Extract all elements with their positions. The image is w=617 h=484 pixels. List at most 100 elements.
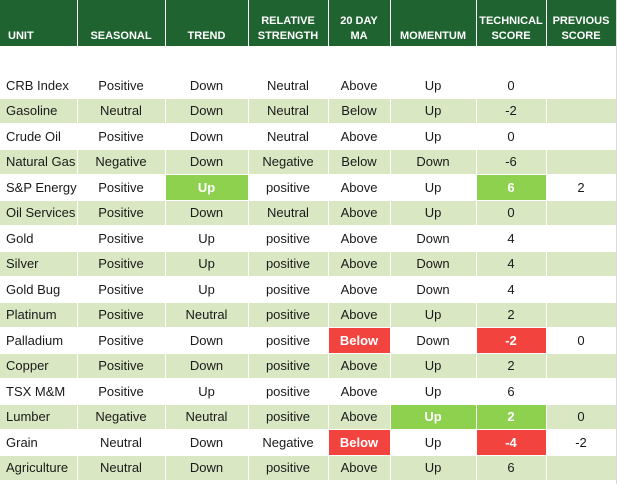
cell-momentum: Down [390,251,477,277]
cell-20-day-ma: Above [328,276,391,303]
header-spacer-row [0,46,616,73]
cell-20-day-ma: Above [328,123,391,150]
cell-20-day-ma: Above [328,455,391,481]
header-relative-strength-line2: STRENGTH [257,30,319,42]
table-row: Natural Gas Negative Down Negative Below Down… [0,149,617,175]
cell-technical-score: 4 [476,251,547,277]
cell-unit: Gold [0,225,78,252]
cell-20-day-ma: Above [328,251,391,277]
cell-relative-strength: positive [248,353,329,379]
cell-seasonal: Positive [77,327,166,354]
cell-unit: Lumber [0,404,78,430]
header-unit: UNIT [0,0,78,46]
cell-unit: Copper [0,353,78,379]
cell-trend: Down [165,429,249,456]
cell-technical-score: 2 [476,404,547,430]
table-row: TSX M&M Positive Up positive Above Up 6 [0,378,617,405]
header-trend: TREND [165,0,249,46]
cell-trend: Down [165,455,249,481]
cell-relative-strength: Neutral [248,73,329,99]
cell-seasonal: Positive [77,73,166,99]
table-row: Copper Positive Down positive Above Up 2 [0,353,617,379]
cell-trend: Up [165,276,249,303]
cell-relative-strength: positive [248,276,329,303]
cell-trend: Neutral [165,302,249,328]
cell-seasonal: Positive [77,353,166,379]
cell-unit: Natural Gas [0,149,78,175]
table-row: CRB Index Positive Down Neutral Above Up 0 [0,73,617,99]
table-row: Crude Oil Positive Down Neutral Above Up 0 [0,123,617,150]
cell-momentum: Up [390,429,477,456]
table-row: Silver Positive Up positive Above Down 4 [0,251,617,277]
cell-previous-score [546,200,617,226]
cell-seasonal: Positive [77,225,166,252]
cell-momentum: Up [390,200,477,226]
header-20-day-ma-line2: MA [350,30,368,42]
cell-trend: Down [165,149,249,175]
cell-relative-strength: positive [248,455,329,481]
table-row: Gold Bug Positive Up positive Above Down 4 [0,276,617,303]
cell-momentum: Up [390,302,477,328]
cell-20-day-ma: Below [328,98,391,124]
cell-unit: TSX M&M [0,378,78,405]
cell-trend: Neutral [165,404,249,430]
cell-previous-score [546,302,617,328]
cell-technical-score: -2 [476,327,547,354]
header-relative-strength-line1: RELATIVE [261,15,315,27]
cell-previous-score [546,123,617,150]
table-row: Lumber Negative Neutral positive Above Up 2 0 [0,404,617,430]
cell-trend: Down [165,98,249,124]
table-header: UNIT SEASONAL TREND RELATIVE STRENGTH 20… [0,0,617,73]
cell-relative-strength: Neutral [248,200,329,226]
cell-unit: Crude Oil [0,123,78,150]
cell-momentum: Down [390,276,477,303]
cell-relative-strength: positive [248,251,329,277]
cell-previous-score: -2 [546,429,617,456]
cell-previous-score: 0 [546,327,617,354]
cell-technical-score: 0 [476,73,547,99]
cell-technical-score: -6 [476,149,547,175]
cell-seasonal: Neutral [77,455,166,481]
cell-momentum: Up [390,353,477,379]
cell-unit: Gold Bug [0,276,78,303]
cell-20-day-ma: Above [328,404,391,430]
table-row: Gasoline Neutral Down Neutral Below Up -2 [0,98,617,124]
cell-previous-score: 2 [546,174,617,201]
cell-previous-score [546,98,617,124]
cell-unit: Palladium [0,327,78,354]
cell-technical-score: 0 [476,200,547,226]
cell-unit: Platinum [0,302,78,328]
cell-unit: Agriculture [0,455,78,481]
cell-seasonal: Positive [77,123,166,150]
cell-previous-score [546,455,617,481]
cell-relative-strength: Neutral [248,98,329,124]
cell-momentum: Up [390,378,477,405]
table-body: CRB Index Positive Down Neutral Above Up 0 Gaso… [0,73,617,481]
cell-20-day-ma: Above [328,302,391,328]
cell-previous-score [546,149,617,175]
cell-relative-strength: positive [248,404,329,430]
table-row: Platinum Positive Neutral positive Above Up 2 [0,302,617,328]
cell-seasonal: Positive [77,378,166,405]
cell-seasonal: Positive [77,251,166,277]
cell-seasonal: Negative [77,404,166,430]
cell-previous-score [546,353,617,379]
cell-trend: Down [165,327,249,354]
header-20-day-ma-line1: 20 DAY [340,15,378,27]
cell-20-day-ma: Below [328,429,391,456]
cell-momentum: Up [390,455,477,481]
cell-technical-score: 4 [476,225,547,252]
cell-technical-score: -4 [476,429,547,456]
cell-technical-score: 2 [476,353,547,379]
header-20-day-ma: 20 DAY MA [328,0,391,46]
cell-technical-score: 6 [476,378,547,405]
cell-momentum: Down [390,149,477,175]
cell-20-day-ma: Above [328,378,391,405]
table-row: Agriculture Neutral Down positive Above Up 6 [0,455,617,481]
cell-relative-strength: positive [248,378,329,405]
header-technical-score-line1: TECHNICAL [479,15,543,27]
cell-relative-strength: positive [248,302,329,328]
cell-unit: Oil Services [0,200,78,226]
cell-technical-score: 2 [476,302,547,328]
